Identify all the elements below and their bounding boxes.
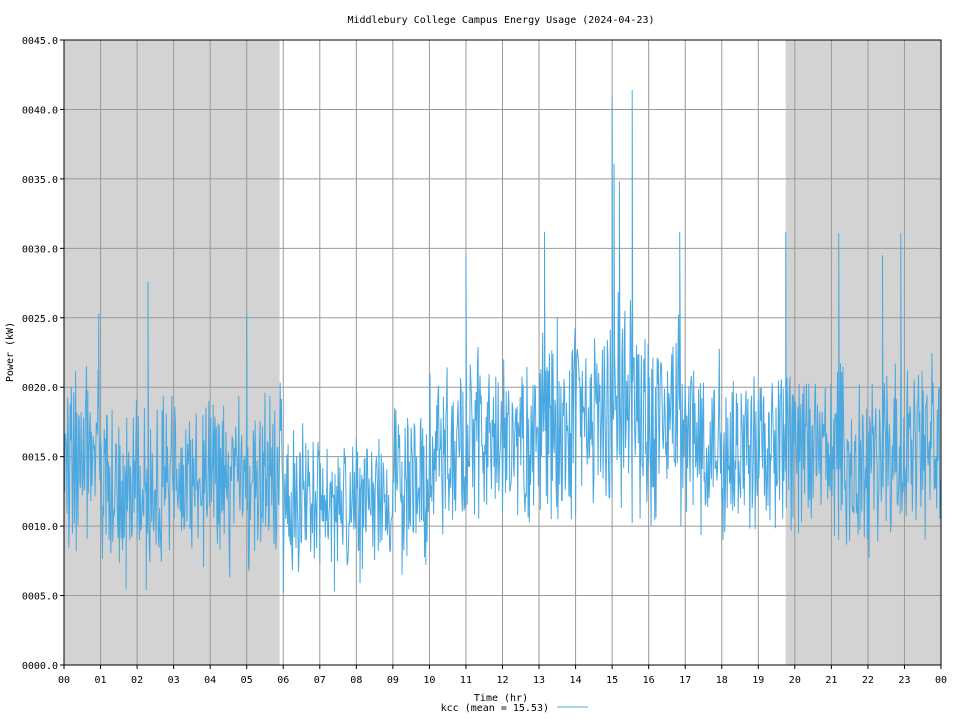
x-tick-label: 10 (423, 675, 435, 686)
x-tick-label: 05 (241, 675, 253, 686)
y-tick-label: 0000.0 (22, 661, 58, 672)
x-tick-label: 02 (131, 675, 143, 686)
night-shading (64, 40, 941, 665)
series-lines (63, 89, 941, 593)
y-tick-label: 0020.0 (22, 383, 58, 394)
x-tick-label: 19 (752, 675, 764, 686)
x-axis-label: Time (hr) (474, 693, 528, 704)
x-tick-label: 18 (716, 675, 728, 686)
x-tick-label: 23 (898, 675, 910, 686)
x-tick-label: 17 (679, 675, 691, 686)
x-tick-label: 22 (862, 675, 874, 686)
y-tick-label: 0045.0 (22, 36, 58, 47)
plot-frame (63, 39, 942, 666)
x-tick-label: 11 (460, 675, 472, 686)
x-tick-label: 21 (825, 675, 837, 686)
y-tick-label: 0010.0 (22, 522, 58, 533)
x-tick-label: 04 (204, 675, 216, 686)
x-tick-label: 12 (496, 675, 508, 686)
y-tick-label: 0030.0 (22, 244, 58, 255)
grid-lines (60, 39, 942, 669)
y-tick-labels: 0000.0 0005.0 0010.0 0015.0 0020.0 0025.0 0030… (22, 36, 58, 672)
x-tick-label: 00 (58, 675, 70, 686)
x-tick-label: 08 (350, 675, 362, 686)
y-tick-label: 0005.0 (22, 592, 58, 603)
night-shade-1 (785, 40, 941, 665)
legend-label: kcc (mean = 15.53) (441, 703, 549, 714)
x-tick-label: 03 (168, 675, 180, 686)
x-tick-label: 13 (533, 675, 545, 686)
series-line-0 (63, 89, 941, 593)
x-tick-label: 01 (95, 675, 107, 686)
x-tick-label: 16 (643, 675, 655, 686)
x-tick-labels: 00 01 02 03 04 05 06 07 08 09 10 11 12 13 14 15 16 17 18 19… (58, 675, 947, 686)
y-tick-label: 0015.0 (22, 453, 58, 464)
legend: kcc (mean = 15.53) (441, 703, 588, 714)
y-tick-label: 0035.0 (22, 175, 58, 186)
x-tick-label: 20 (789, 675, 801, 686)
x-tick-label: 09 (387, 675, 399, 686)
y-tick-label: 0025.0 (22, 314, 58, 325)
x-tick-label: 00 (935, 675, 947, 686)
y-axis-label: Power (kW) (5, 322, 16, 382)
x-tick-label: 06 (277, 675, 289, 686)
y-tick-label: 0040.0 (22, 105, 58, 116)
x-tick-label: 15 (606, 675, 618, 686)
chart-title: Middlebury College Campus Energy Usage (… (347, 15, 654, 26)
night-shade-0 (64, 40, 280, 665)
x-tick-label: 14 (570, 675, 582, 686)
x-tick-label: 07 (314, 675, 326, 686)
